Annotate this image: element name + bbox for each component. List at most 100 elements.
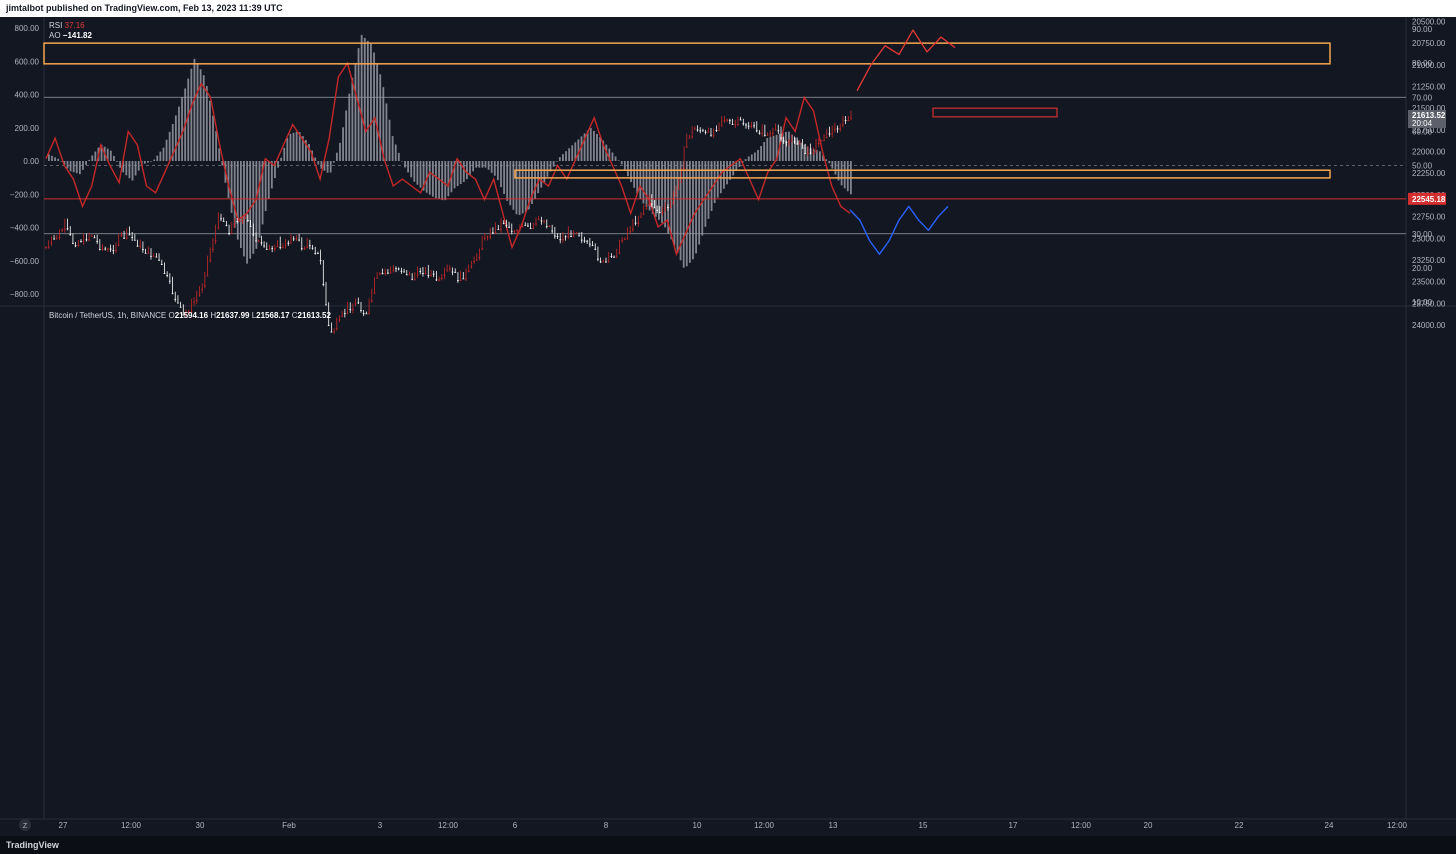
candle-body (500, 229, 502, 231)
candle-body (656, 209, 659, 211)
drawings[interactable] (43, 29, 1406, 200)
ao-bar (382, 87, 385, 161)
price-projection (856, 29, 956, 92)
candle-body (368, 313, 370, 315)
ao-bar (627, 161, 629, 177)
candle-body (66, 228, 69, 230)
candle-body (346, 313, 349, 315)
candle-body (432, 273, 435, 275)
rsi-legend[interactable]: RSI 37.16 (49, 21, 85, 30)
candle-body (63, 228, 66, 230)
ao-bar (475, 161, 478, 168)
candle-body (61, 230, 64, 231)
time-axis-tick: 12:00 (1071, 821, 1092, 830)
rsi-axis-tick: 10.00 (1412, 298, 1433, 307)
candle-body (780, 137, 782, 139)
ao-bar (812, 149, 815, 161)
axis-labels: 800.00 600.00 400.00 200.00 0.00 −200.00 −400.… (10, 17, 1446, 831)
candle-body (790, 141, 793, 143)
candle-body (381, 273, 384, 274)
candle-body (572, 236, 575, 237)
time-axis-tick: 30 (196, 821, 205, 830)
ao-bar (422, 161, 425, 191)
candle-body (187, 311, 190, 313)
ao-bar (472, 161, 475, 172)
candle-body (545, 226, 548, 228)
price-axis-tick: 23500.00 (1412, 278, 1446, 287)
ao-bar (66, 161, 69, 169)
candle-body (817, 143, 820, 144)
ao-bar (143, 161, 146, 164)
ao-bar (645, 161, 648, 207)
ao-bar (283, 147, 286, 161)
ao-axis-tick: 400.00 (15, 91, 40, 100)
ao-bar (243, 161, 245, 257)
candle-body (650, 203, 653, 205)
price-legend[interactable]: Bitcoin / TetherUS, 1h, BINANCE O21594.1… (49, 311, 331, 320)
candle-body (279, 246, 282, 248)
ao-bar (586, 130, 589, 161)
candle-body (793, 141, 796, 143)
ao-axis-tick: −800.00 (10, 290, 40, 299)
ao-bar (658, 161, 660, 220)
candle-body (142, 249, 144, 250)
candle-body (575, 233, 578, 234)
candle-body (238, 221, 241, 222)
candle-body (292, 238, 295, 240)
ao-axis-tick: 800.00 (15, 24, 40, 33)
ao-bar (754, 152, 756, 161)
candle-body (112, 250, 115, 252)
candle-body (451, 271, 454, 273)
low-value: 21568.17 (256, 311, 290, 320)
candle-body (772, 132, 774, 134)
candle-body (782, 140, 785, 142)
candle-body (580, 239, 583, 241)
rsi-projection (849, 205, 949, 255)
price-axis-tick: 23250.00 (1412, 256, 1446, 265)
ao-bar (345, 110, 348, 161)
candle-body (403, 271, 405, 273)
time-axis-tick: 22 (1235, 821, 1244, 830)
candle-body (454, 272, 457, 273)
candle-body (483, 238, 486, 239)
ao-bar (317, 161, 320, 165)
ao-bar (289, 133, 292, 161)
price-axis-tick: 20750.00 (1412, 39, 1446, 48)
ao-bar (527, 161, 530, 210)
chart-canvas[interactable]: 800.00 600.00 400.00 200.00 0.00 −200.00 −400.… (0, 17, 1456, 836)
ao-bar (91, 155, 94, 161)
candle-body (774, 129, 777, 131)
candle-body (613, 256, 615, 258)
rsi-axis-tick: 60.00 (1412, 127, 1433, 136)
ao-bar (48, 154, 50, 161)
ao-bar (54, 157, 56, 161)
candle-body (77, 245, 80, 247)
candle-body (621, 240, 624, 242)
candle-body (801, 147, 804, 149)
ao-bar (69, 161, 72, 172)
ao-bar (543, 161, 546, 183)
ao-bar (685, 161, 688, 267)
ao-bar (109, 150, 112, 161)
ao-bar (462, 161, 465, 183)
ao-bar (834, 161, 837, 175)
time-axis-tick: 27 (59, 821, 68, 830)
candle-body (298, 239, 300, 241)
ao-bar (589, 128, 592, 161)
candle-body (524, 224, 527, 226)
ao-bar (63, 161, 66, 165)
ao-bar (732, 161, 735, 176)
candle-body (252, 234, 255, 236)
ao-bar (165, 139, 168, 161)
ao-bar (100, 144, 103, 161)
candle-body (535, 223, 537, 225)
ao-bar (788, 131, 790, 161)
candle-body (529, 228, 532, 230)
ao-bar (397, 152, 400, 161)
candle-body (109, 248, 112, 250)
ao-legend[interactable]: AO −141.82 (49, 31, 92, 40)
ao-bar (784, 131, 787, 161)
candle-body (201, 289, 204, 291)
candle-body (502, 223, 505, 225)
candle-body (712, 134, 715, 136)
